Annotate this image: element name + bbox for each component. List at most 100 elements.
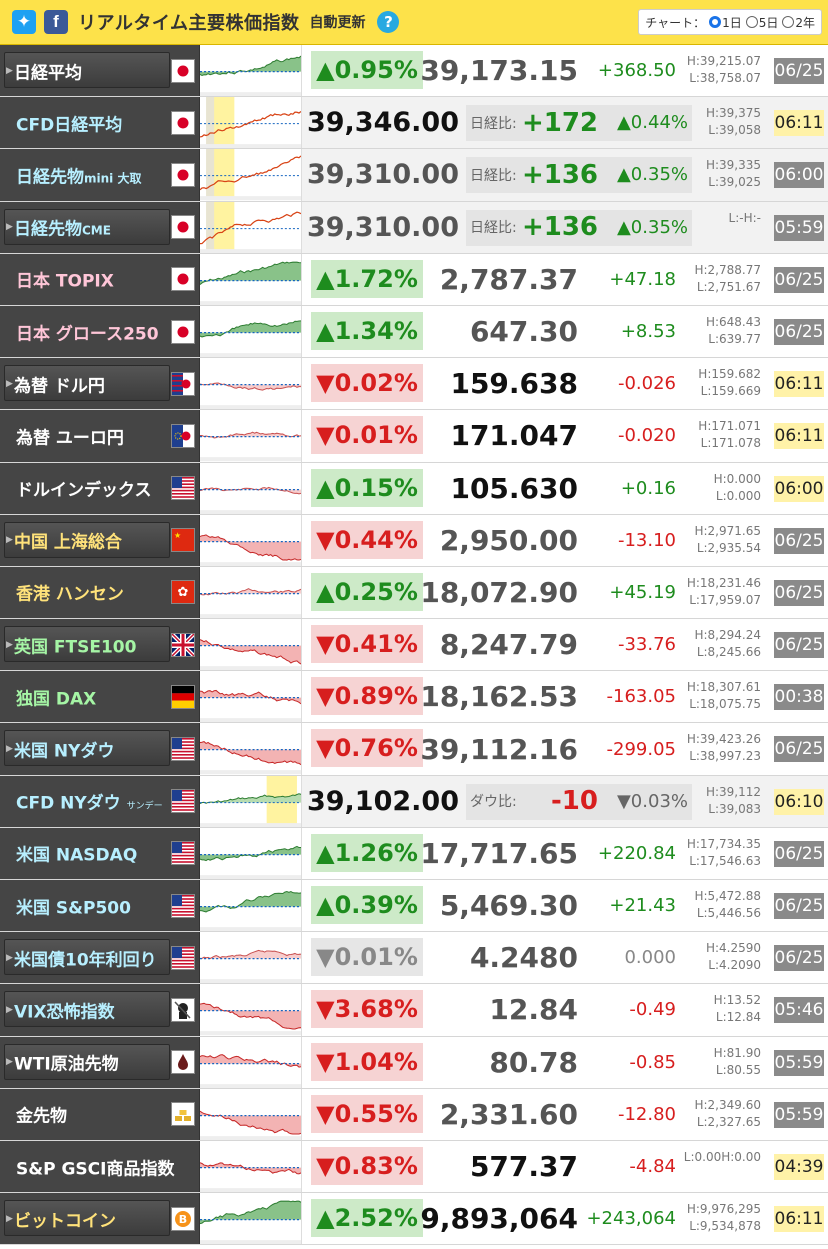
quote-name-cell[interactable]: ▶ 日経平均 <box>0 45 200 97</box>
sparkline-chart[interactable] <box>200 723 302 775</box>
expand-arrow-icon[interactable]: ▶ <box>6 222 13 233</box>
sparkline-chart[interactable] <box>200 1036 302 1088</box>
quote-name-cell[interactable]: ▶ 中国 上海総合 ★ <box>0 514 200 566</box>
quote-name-cell[interactable]: ドルインデックス <box>0 462 200 514</box>
quote-name-cell[interactable]: CFD日経平均 <box>0 97 200 149</box>
sparkline-chart[interactable] <box>200 619 302 671</box>
sparkline-chart[interactable] <box>200 97 302 149</box>
quote-name[interactable]: 米国 S&P500 <box>16 893 131 918</box>
sparkline-chart[interactable] <box>200 305 302 358</box>
quote-name[interactable]: 米国債10年利回り <box>14 945 157 970</box>
quote-name[interactable]: ドルインデックス <box>16 476 152 501</box>
sparkline-chart[interactable] <box>200 932 302 984</box>
sparkline-chart[interactable] <box>200 149 302 201</box>
expand-arrow-icon[interactable]: ▶ <box>6 1004 13 1015</box>
quote-name[interactable]: 香港 ハンセン <box>16 580 124 605</box>
radio-2year[interactable] <box>782 16 795 28</box>
quote-name-button[interactable] <box>4 1200 170 1237</box>
sparkline-chart[interactable] <box>200 775 302 827</box>
sparkline-chart[interactable] <box>200 984 302 1036</box>
expand-arrow-icon[interactable]: ▶ <box>6 378 13 389</box>
quote-name-cell[interactable]: 香港 ハンセン ✿ <box>0 566 200 619</box>
quote-name-button[interactable] <box>4 939 170 976</box>
radio-1day[interactable] <box>709 16 722 28</box>
quote-name[interactable]: 日本 TOPIX <box>16 267 114 292</box>
expand-arrow-icon[interactable]: ▶ <box>6 952 13 963</box>
radio-5day-label[interactable]: 5日 <box>758 15 779 30</box>
quote-name-cell[interactable]: 米国 NASDAQ <box>0 827 200 879</box>
quote-name[interactable]: 米国 NYダウ <box>14 737 114 762</box>
quote-name-cell[interactable]: ▶ ビットコイン B <box>0 1193 200 1245</box>
sparkline-chart[interactable] <box>200 410 302 462</box>
quote-name[interactable]: 金先物 <box>16 1102 67 1127</box>
quote-name-button[interactable] <box>4 365 170 402</box>
sparkline-chart[interactable] <box>200 827 302 879</box>
quote-name-cell[interactable]: ▶ 米国債10年利回り <box>0 932 200 984</box>
quote-name-cell[interactable]: ▶ 日経先物CME <box>0 201 200 253</box>
quote-name[interactable]: 英国 FTSE100 <box>14 632 136 657</box>
radio-5day[interactable] <box>745 16 758 28</box>
quote-name[interactable]: WTI原油先物 <box>14 1050 119 1075</box>
radio-2year-label[interactable]: 2年 <box>795 15 815 30</box>
help-icon[interactable]: ? <box>377 11 400 33</box>
sparkline-chart[interactable] <box>200 201 302 253</box>
sparkline-chart[interactable] <box>200 880 302 932</box>
quote-name-cell[interactable]: ▶ VIX恐怖指数 <box>0 984 200 1036</box>
sparkline-chart[interactable] <box>200 1088 302 1140</box>
quote-name-button[interactable] <box>4 52 170 88</box>
quote-name-cell[interactable]: S&P GSCI商品指数 <box>0 1140 200 1193</box>
quote-name-cell[interactable]: 日本 グロース250 <box>0 305 200 358</box>
facebook-icon[interactable]: f <box>44 10 68 34</box>
sparkline-chart[interactable] <box>200 358 302 410</box>
quote-name[interactable]: 為替 ユーロ円 <box>16 423 124 448</box>
expand-arrow-icon[interactable]: ▶ <box>6 1057 13 1068</box>
quote-name[interactable]: 中国 上海総合 <box>14 528 122 553</box>
quote-name[interactable]: 日経先物CME <box>14 215 111 240</box>
quote-name-cell[interactable]: 日本 TOPIX <box>0 253 200 305</box>
quote-name[interactable]: 日経先物mini 大取 <box>16 162 141 187</box>
radio-1day-label[interactable]: 1日 <box>722 15 742 30</box>
quote-name-cell[interactable]: 金先物 <box>0 1088 200 1140</box>
quote-name-cell[interactable]: 米国 S&P500 <box>0 880 200 932</box>
expand-arrow-icon[interactable]: ▶ <box>6 1213 13 1224</box>
sparkline-chart[interactable] <box>200 253 302 305</box>
quote-name-button[interactable] <box>4 730 170 767</box>
expand-arrow-icon[interactable]: ▶ <box>6 535 13 546</box>
quote-name[interactable]: S&P GSCI商品指数 <box>16 1154 174 1179</box>
quote-name-cell[interactable]: ▶ 米国 NYダウ <box>0 723 200 775</box>
sparkline-chart[interactable] <box>200 566 302 619</box>
quote-name-cell[interactable]: ▶ 英国 FTSE100 <box>0 619 200 671</box>
quote-name-cell[interactable]: 独国 DAX <box>0 671 200 723</box>
quote-name[interactable]: 独国 DAX <box>16 684 96 709</box>
sparkline-chart[interactable] <box>200 45 302 97</box>
quote-name[interactable]: 日経平均 <box>14 58 82 83</box>
quote-name-button[interactable] <box>4 626 170 663</box>
expand-arrow-icon[interactable]: ▶ <box>6 744 13 755</box>
quote-name[interactable]: VIX恐怖指数 <box>14 997 115 1022</box>
quote-name-button[interactable] <box>4 1043 170 1080</box>
quote-name-button[interactable] <box>4 991 170 1028</box>
change-value: +8.53 <box>620 321 676 343</box>
quote-name-cell[interactable]: CFD NYダウ サンデー <box>0 775 200 827</box>
quote-name-button[interactable] <box>4 521 170 558</box>
twitter-icon[interactable]: ✦ <box>12 10 36 34</box>
quote-name[interactable]: 日本 グロース250 <box>16 319 159 344</box>
hk-flag-icon: ✿ <box>171 580 195 605</box>
quote-name-button[interactable] <box>4 208 170 245</box>
sparkline-chart[interactable] <box>200 671 302 723</box>
sparkline-chart[interactable] <box>200 1193 302 1245</box>
sparkline-chart[interactable] <box>200 462 302 514</box>
expand-arrow-icon[interactable]: ▶ <box>6 639 13 650</box>
sparkline-chart[interactable] <box>200 1140 302 1193</box>
quote-name-cell[interactable]: ▶ WTI原油先物 <box>0 1036 200 1088</box>
sparkline-chart[interactable] <box>200 514 302 566</box>
quote-name[interactable]: 為替 ドル円 <box>14 371 105 396</box>
expand-arrow-icon[interactable]: ▶ <box>6 65 13 76</box>
quote-name[interactable]: CFD日経平均 <box>16 110 122 135</box>
quote-name-cell[interactable]: 為替 ユーロ円 <box>0 410 200 462</box>
quote-name[interactable]: ビットコイン <box>14 1206 116 1231</box>
quote-name[interactable]: 米国 NASDAQ <box>16 841 137 866</box>
quote-name-cell[interactable]: ▶ 為替 ドル円 <box>0 358 200 410</box>
quote-name[interactable]: CFD NYダウ サンデー <box>16 789 163 814</box>
quote-name-cell[interactable]: 日経先物mini 大取 <box>0 149 200 201</box>
